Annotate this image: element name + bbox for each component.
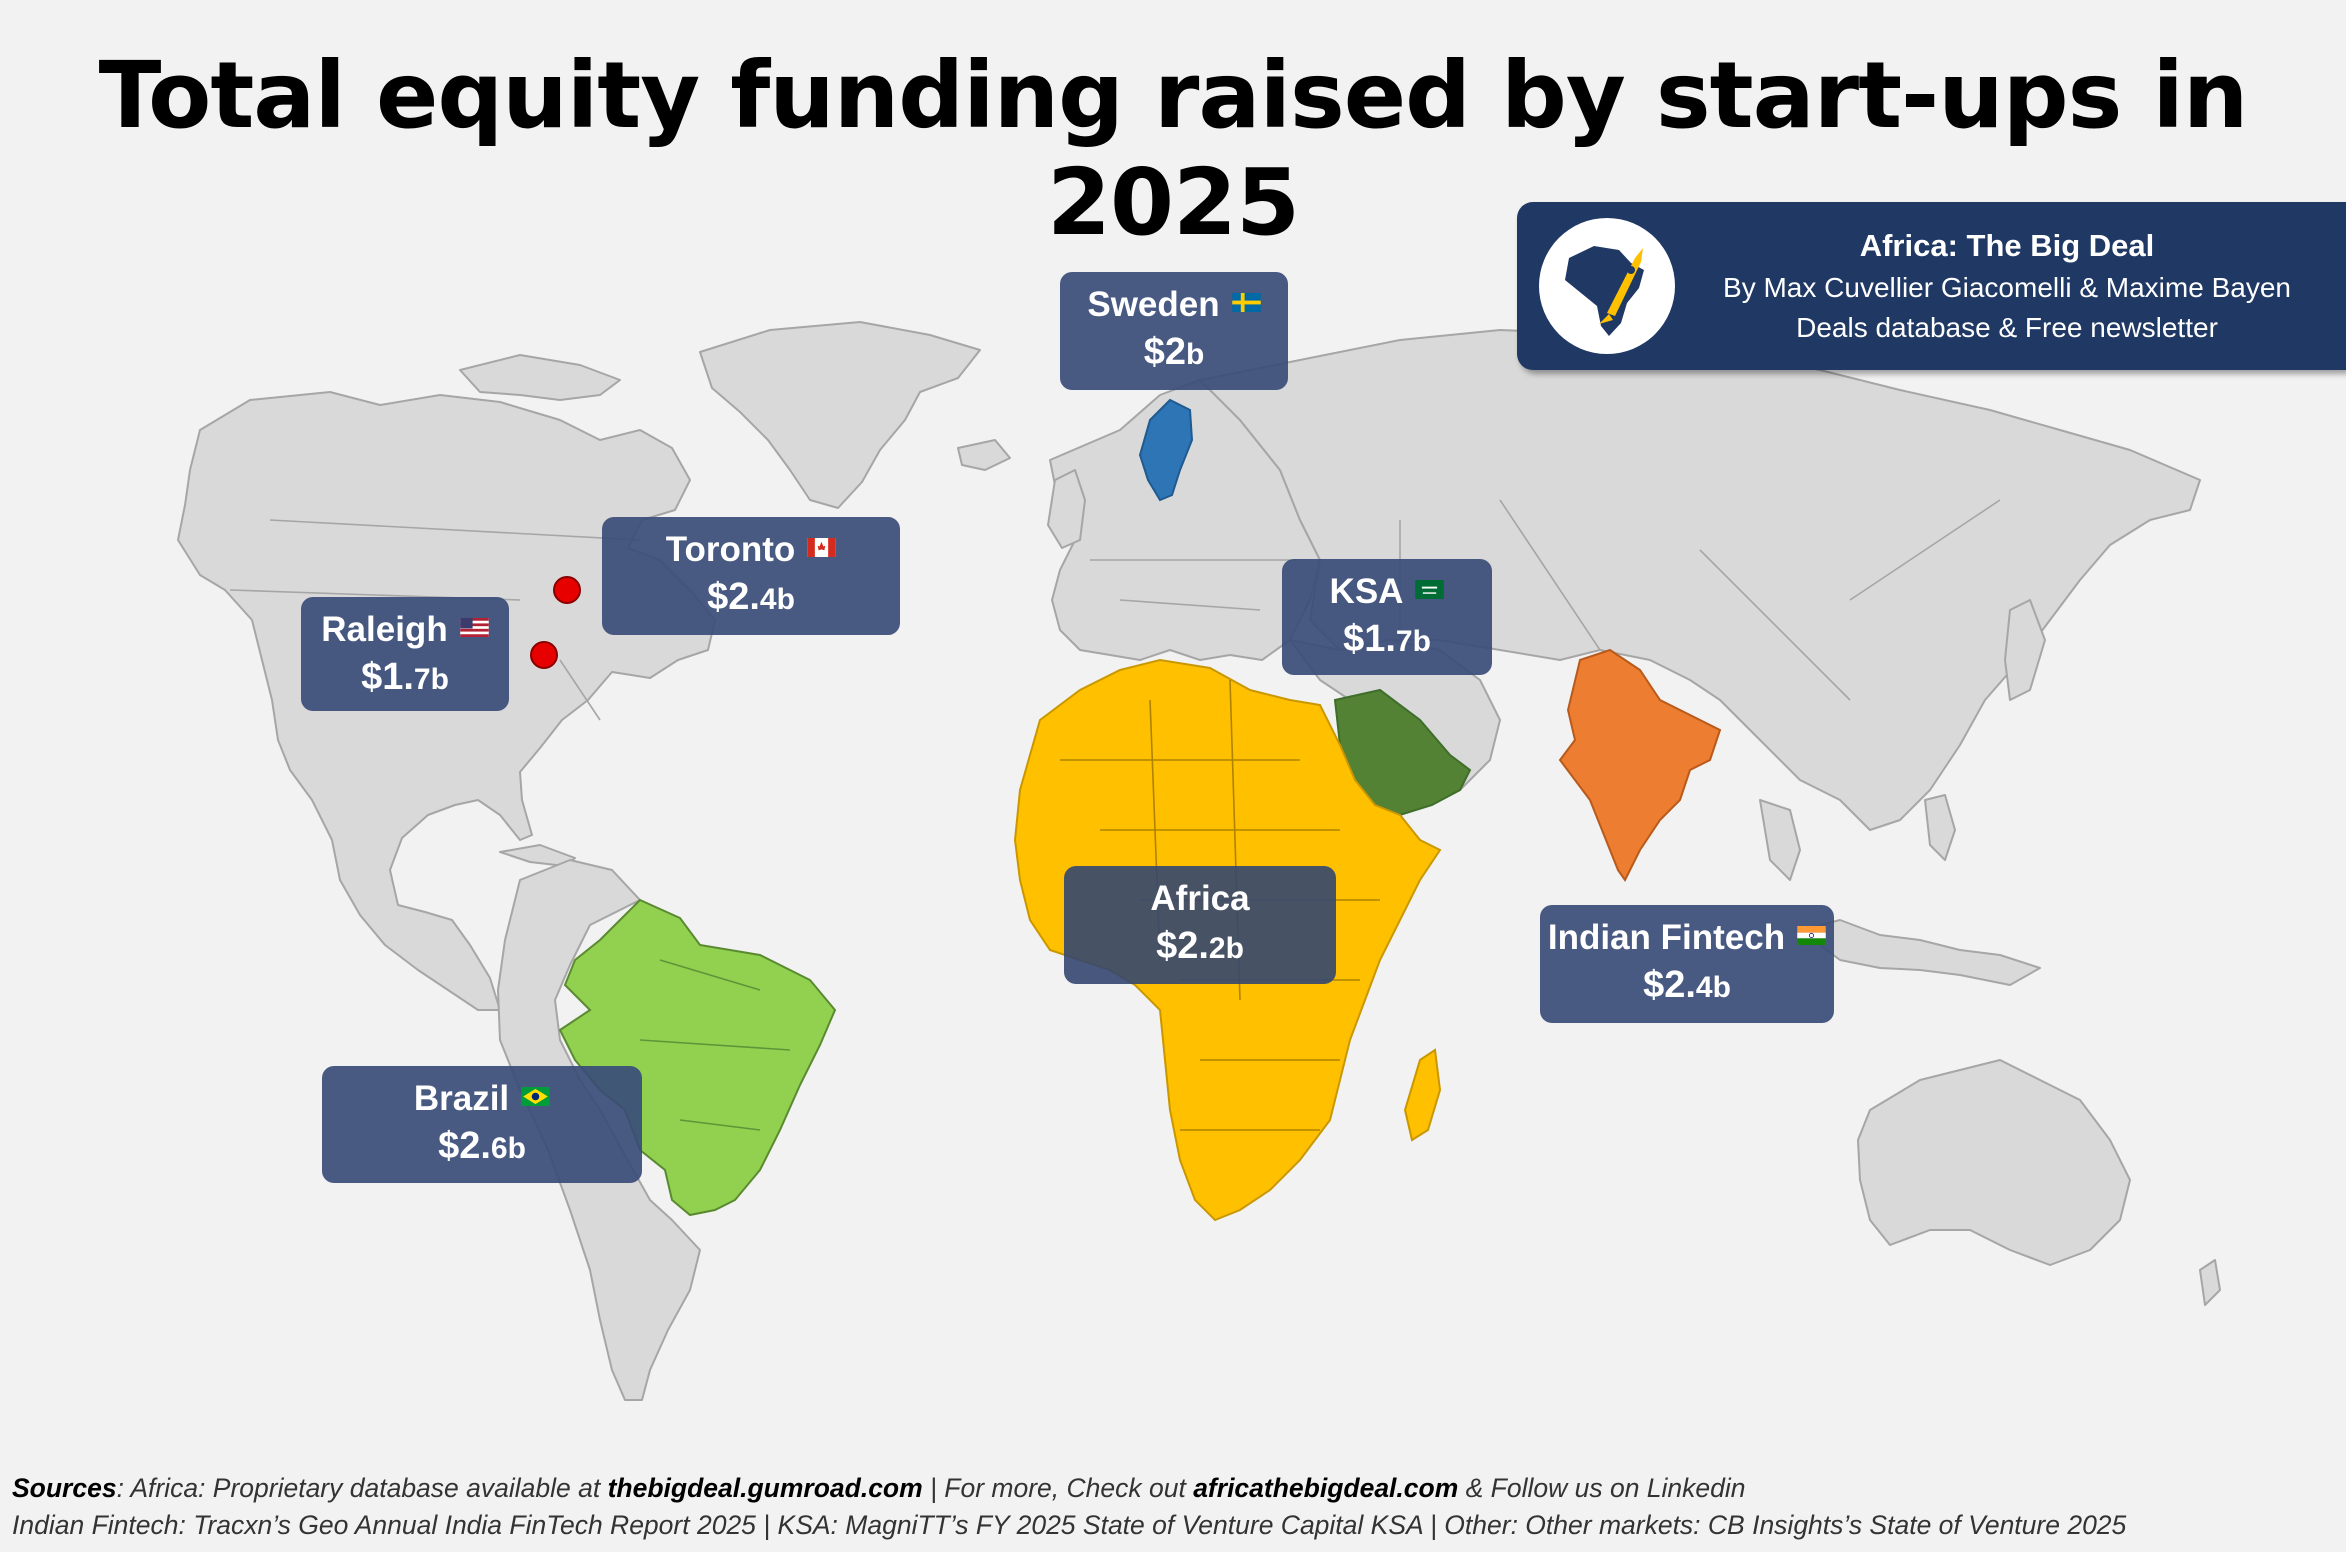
uk-ireland [1047,469,1086,549]
saudi-flag-icon [1415,580,1445,599]
sources-label: Sources [12,1473,117,1503]
greenland [699,321,981,509]
label-africa: Africa $2.2b [1064,866,1336,984]
sources-line-2: Indian Fintech: Tracxn’s Geo Annual Indi… [12,1510,2127,1540]
brazil-flag-icon [521,1087,550,1106]
japan [2004,599,2046,701]
label-raleigh-amount: 1. [382,656,414,698]
madagascar [1403,1048,1442,1142]
label-indian-fintech: Indian Fintech $2.4b [1540,905,1834,1023]
toronto-marker [553,576,581,604]
indonesia [1799,919,2041,986]
australia [1857,1059,2131,1266]
label-sweden: Sweden $2b [1060,272,1288,390]
brazil [558,898,837,1217]
sources-footnote: Sources: Africa: Proprietary database av… [12,1470,2342,1544]
label-brazil-amount: 2. [459,1125,491,1167]
brand-tagline: Deals database & Free newsletter [1796,312,2218,343]
label-indian-fintech-name: Indian Fintech [1547,918,1786,957]
india-flag-icon [1797,926,1826,945]
label-sweden-amount: 2 [1164,331,1186,373]
brazil-borders [639,959,791,1131]
label-sweden-name: Sweden [1087,285,1220,324]
philippines [1924,794,1956,861]
label-indian-fintech-amount: 2. [1664,964,1696,1006]
brand-authors: By Max Cuvellier Giacomelli & Maxime Bay… [1723,272,2291,303]
iceland [957,439,1011,471]
gumroad-link[interactable]: thebigdeal.gumroad.com [607,1473,923,1503]
label-africa-amount: 2. [1177,925,1209,967]
new-zealand [2199,1259,2221,1306]
india [1558,648,1722,882]
africa-rocket-icon [1539,218,1675,354]
label-africa-name: Africa [1150,879,1250,918]
label-brazil-name: Brazil [413,1079,510,1118]
sweden-flag-icon [1231,293,1261,312]
sources-line-1: Sources: Africa: Proprietary database av… [12,1473,1746,1503]
label-ksa-amount: 1. [1364,618,1396,660]
label-raleigh-name: Raleigh [321,610,448,649]
page-title: Total equity funding raised by start-ups… [98,42,2249,256]
label-toronto-name: Toronto [665,530,796,569]
sweden [1138,398,1194,502]
usa-flag-icon [459,618,489,637]
label-ksa: KSA $1.7b [1282,559,1492,675]
brand-title: Africa: The Big Deal [1859,228,2155,263]
brand-panel: Africa: The Big Deal By Max Cuvellier Gi… [1517,202,2346,370]
raleigh-marker [530,641,558,669]
label-toronto-amount: 2. [728,576,760,618]
canada-flag-icon [807,538,837,557]
arctic-islands [459,354,621,401]
southeast-asia [1759,799,1801,881]
label-toronto: Toronto $2.4b [602,517,900,635]
label-brazil: Brazil $2.6b [322,1066,642,1183]
label-ksa-name: KSA [1329,572,1404,611]
website-link[interactable]: africathebigdeal.com [1193,1473,1459,1503]
label-raleigh: Raleigh $1.7b [301,597,509,711]
